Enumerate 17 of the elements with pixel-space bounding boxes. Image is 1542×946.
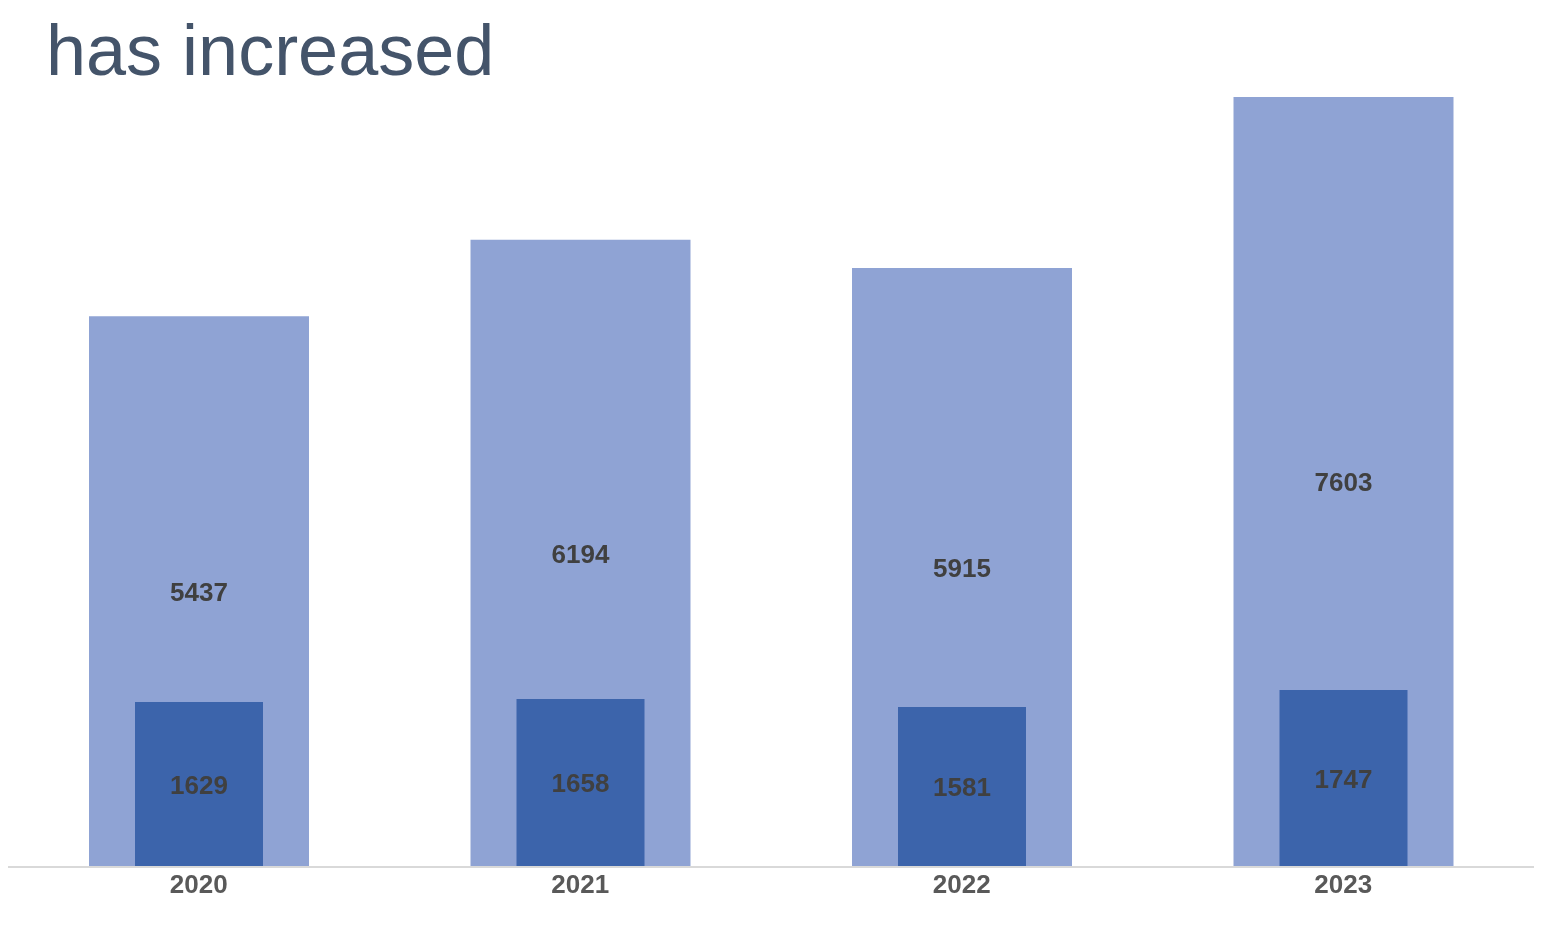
data-label: 5915 bbox=[933, 552, 991, 583]
data-label: 1658 bbox=[551, 768, 610, 799]
x-tick-label: 2023 bbox=[1314, 869, 1373, 900]
chart-title: has increased bbox=[46, 9, 496, 92]
bar bbox=[135, 702, 263, 867]
data-label: 1629 bbox=[170, 769, 228, 800]
data-label: 1747 bbox=[1314, 763, 1373, 794]
data-label: 7603 bbox=[1314, 467, 1373, 498]
bar bbox=[1279, 690, 1408, 867]
x-tick-label: 2020 bbox=[169, 869, 228, 900]
data-label: 1581 bbox=[933, 772, 991, 803]
x-tick-label: 2021 bbox=[551, 869, 610, 900]
data-label: 6194 bbox=[551, 538, 610, 569]
bar bbox=[898, 706, 1026, 867]
x-tick-label: 2022 bbox=[932, 869, 991, 900]
bar bbox=[516, 699, 645, 867]
data-label: 5437 bbox=[170, 576, 228, 607]
